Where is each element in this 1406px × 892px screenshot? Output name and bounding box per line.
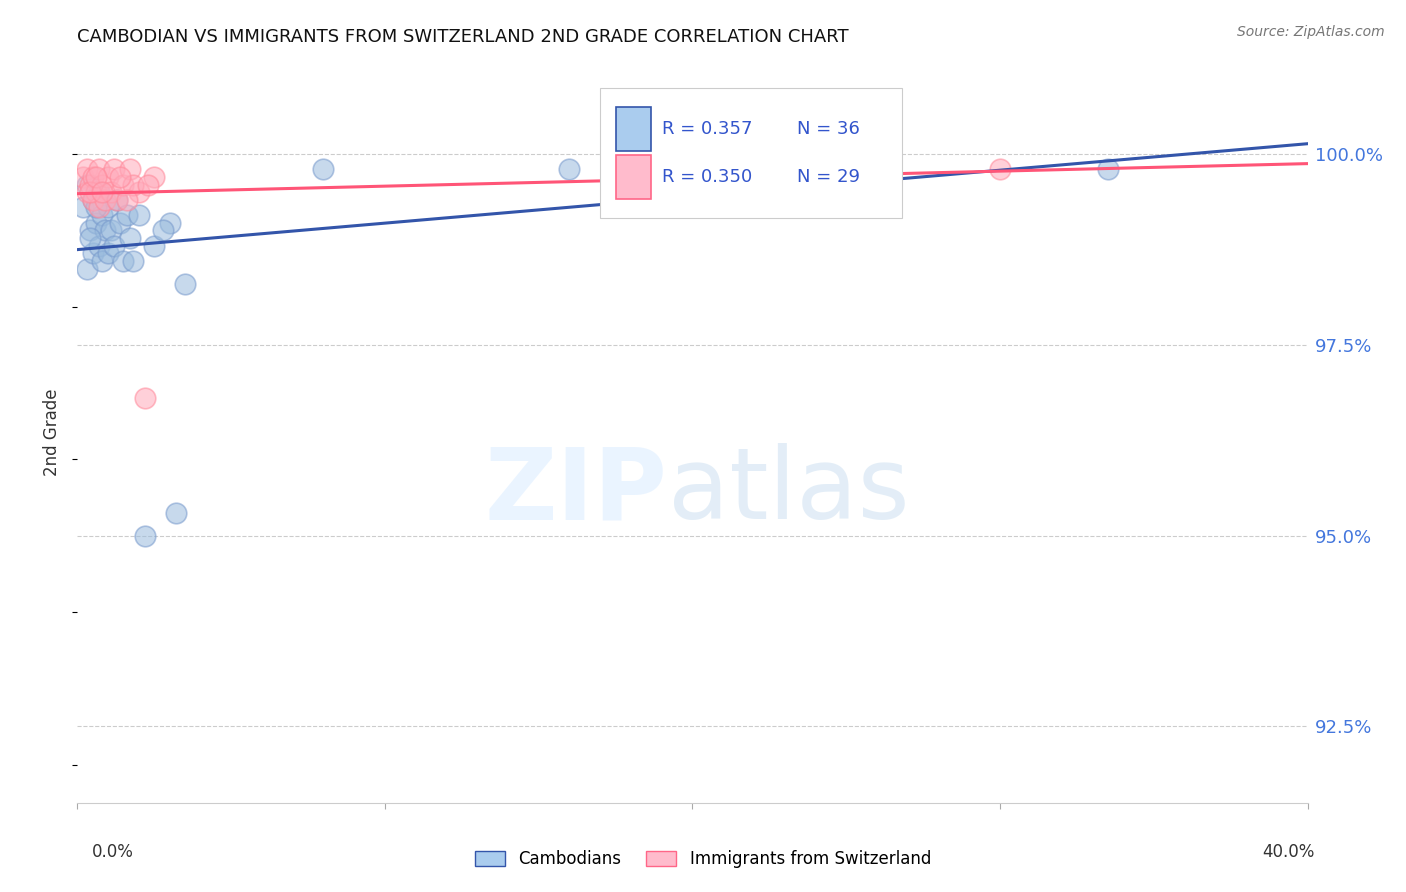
Point: [79, 231, 101, 245]
Point: [100, 185, 122, 199]
Point: [72, 169, 94, 184]
Bar: [616, 155, 651, 200]
Point: [72, 201, 94, 215]
Point: [76, 162, 98, 177]
Point: [84, 185, 107, 199]
Point: [82, 246, 104, 260]
Point: [94, 223, 117, 237]
Point: [87, 201, 110, 215]
Point: [121, 178, 143, 192]
Point: [174, 277, 197, 291]
Point: [1097, 162, 1119, 177]
Point: [110, 216, 132, 230]
Point: [115, 208, 138, 222]
Point: [620, 162, 643, 177]
Point: [97, 169, 120, 184]
Point: [558, 162, 581, 177]
FancyBboxPatch shape: [600, 88, 901, 218]
Text: CAMBODIAN VS IMMIGRANTS FROM SWITZERLAND 2ND GRADE CORRELATION CHART: CAMBODIAN VS IMMIGRANTS FROM SWITZERLAND…: [77, 28, 849, 45]
Point: [84, 201, 107, 215]
Point: [103, 162, 125, 177]
Point: [112, 178, 135, 192]
Point: [988, 162, 1011, 177]
Point: [82, 193, 104, 207]
Point: [103, 238, 125, 252]
Point: [82, 193, 104, 207]
Point: [152, 223, 174, 237]
Bar: [616, 107, 651, 152]
Point: [76, 178, 98, 192]
Text: Source: ZipAtlas.com: Source: ZipAtlas.com: [1237, 25, 1385, 39]
Point: [118, 162, 141, 177]
Point: [87, 185, 110, 199]
Point: [100, 223, 122, 237]
Point: [128, 185, 150, 199]
Point: [105, 193, 128, 207]
Point: [134, 391, 156, 405]
Point: [112, 253, 135, 268]
Text: R = 0.357: R = 0.357: [662, 120, 752, 138]
Point: [128, 208, 150, 222]
Point: [118, 231, 141, 245]
Point: [90, 178, 114, 192]
Text: ZIP: ZIP: [485, 443, 668, 541]
Point: [94, 193, 117, 207]
Text: 40.0%: 40.0%: [1263, 843, 1315, 861]
Point: [90, 208, 114, 222]
Point: [79, 223, 101, 237]
Point: [76, 185, 98, 199]
Point: [79, 185, 101, 199]
Point: [143, 169, 166, 184]
Point: [159, 216, 181, 230]
Point: [804, 162, 827, 177]
Point: [82, 169, 104, 184]
Point: [97, 201, 120, 215]
Legend: Cambodians, Immigrants from Switzerland: Cambodians, Immigrants from Switzerland: [468, 844, 938, 875]
Point: [76, 261, 98, 276]
Point: [136, 178, 159, 192]
Point: [90, 185, 114, 199]
Point: [79, 178, 101, 192]
Point: [84, 169, 107, 184]
Point: [312, 162, 335, 177]
Point: [90, 253, 114, 268]
Text: R = 0.350: R = 0.350: [662, 169, 752, 186]
Y-axis label: 2nd Grade: 2nd Grade: [44, 389, 62, 476]
Point: [87, 162, 110, 177]
Text: N = 36: N = 36: [797, 120, 860, 138]
Point: [105, 193, 128, 207]
Text: atlas: atlas: [668, 443, 910, 541]
Point: [165, 506, 187, 520]
Point: [110, 169, 132, 184]
Point: [115, 193, 138, 207]
Point: [134, 529, 156, 543]
Point: [121, 253, 143, 268]
Text: 0.0%: 0.0%: [91, 843, 134, 861]
Text: N = 29: N = 29: [797, 169, 860, 186]
Point: [84, 216, 107, 230]
Point: [87, 238, 110, 252]
Point: [97, 246, 120, 260]
Point: [143, 238, 166, 252]
